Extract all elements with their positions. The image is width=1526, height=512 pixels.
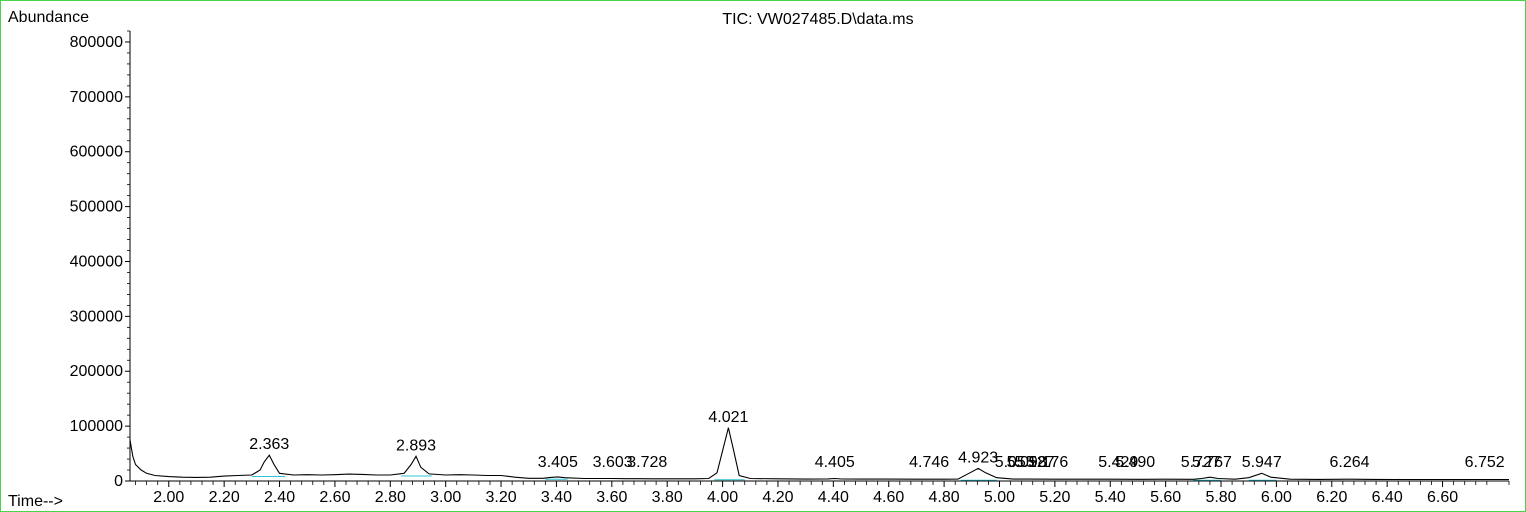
- peak-label: 3.405: [538, 454, 578, 471]
- peak-label: 6.264: [1329, 454, 1369, 471]
- peak-label: 2.893: [396, 437, 436, 454]
- x-tick-label: 5.00: [984, 489, 1015, 506]
- y-tick-label: 100000: [70, 418, 123, 435]
- y-axis-ticks: 0 100000 200000 300000 400000 500000 600000 700…: [70, 30, 130, 490]
- peak-label: 5.429: [1098, 454, 1138, 471]
- x-tick-label: 6.40: [1372, 489, 1403, 506]
- peak-label: 3.728: [627, 454, 667, 471]
- peak-label: 5.127: [1015, 454, 1055, 471]
- y-tick-label: 0: [114, 473, 123, 490]
- y-tick-label: 600000: [70, 144, 123, 161]
- peak-label: 5.767: [1192, 454, 1232, 471]
- chart-title: TIC: VW027485.D\data.ms: [722, 11, 913, 28]
- x-tick-label: 4.80: [929, 489, 960, 506]
- peak-label: 4.021: [708, 409, 748, 426]
- x-axis-label: Time-->: [8, 493, 63, 510]
- peak-label: 4.923: [958, 449, 998, 466]
- x-tick-label: 2.20: [209, 489, 240, 506]
- peak-label: 4.746: [909, 454, 949, 471]
- peak-label: 5.176: [1028, 454, 1068, 471]
- x-tick-label: 4.40: [818, 489, 849, 506]
- peak-label: 5.490: [1115, 454, 1155, 471]
- x-tick-label: 4.20: [762, 489, 793, 506]
- x-axis-ticks: 2.00 2.20 2.40 2.60 2.80 3.00 3.20 3.40 3.60 3.80…: [135, 481, 1510, 506]
- x-tick-label: 4.60: [873, 489, 904, 506]
- x-tick-label: 5.20: [1039, 489, 1070, 506]
- x-tick-label: 3.40: [541, 489, 572, 506]
- tic-trace: [129, 427, 1509, 481]
- peak-label: 5.055: [995, 454, 1035, 471]
- x-tick-label: 2.80: [375, 489, 406, 506]
- x-tick-label: 4.00: [707, 489, 738, 506]
- x-tick-label: 2.40: [264, 489, 295, 506]
- y-tick-label: 200000: [70, 363, 123, 380]
- peak-label: 5.727: [1181, 454, 1221, 471]
- y-tick-label: 300000: [70, 308, 123, 325]
- x-tick-label: 3.20: [485, 489, 516, 506]
- y-tick-label: 400000: [70, 253, 123, 270]
- peak-label: 5.947: [1242, 454, 1282, 471]
- peak-label: 4.405: [815, 454, 855, 471]
- integration-baselines: [251, 475, 1277, 481]
- peak-label: 5.098: [1007, 454, 1047, 471]
- y-tick-label: 800000: [70, 34, 123, 51]
- x-tick-label: 6.20: [1316, 489, 1347, 506]
- x-tick-label: 6.00: [1261, 489, 1292, 506]
- x-tick-label: 5.60: [1150, 489, 1181, 506]
- x-tick-label: 3.80: [652, 489, 683, 506]
- peak-label: 2.363: [249, 436, 289, 453]
- y-tick-label: 700000: [70, 89, 123, 106]
- x-tick-label: 6.60: [1427, 489, 1458, 506]
- x-tick-label: 3.00: [430, 489, 461, 506]
- x-tick-label: 5.80: [1205, 489, 1236, 506]
- y-tick-label: 500000: [70, 199, 123, 216]
- x-tick-label: 3.60: [596, 489, 627, 506]
- x-tick-label: 2.60: [319, 489, 350, 506]
- peak-label: 3.603: [593, 454, 633, 471]
- x-tick-label: 2.00: [153, 489, 184, 506]
- peak-label: 6.752: [1465, 454, 1505, 471]
- y-axis-label: Abundance: [8, 9, 89, 26]
- x-tick-label: 5.40: [1095, 489, 1126, 506]
